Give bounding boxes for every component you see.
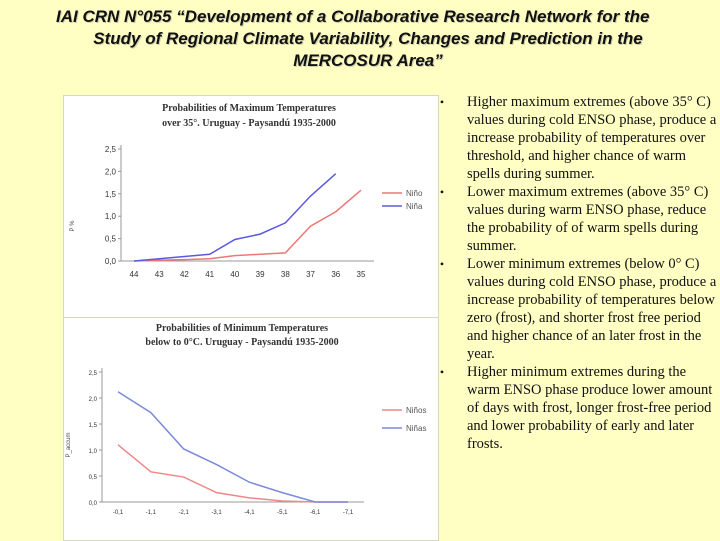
x-tick-label: 42 bbox=[180, 270, 189, 279]
y-tick-label: 0,5 bbox=[105, 235, 117, 244]
y-tick-label: 2,5 bbox=[89, 371, 98, 377]
x-tick-label: -2,1 bbox=[179, 510, 190, 516]
x-tick-label: -0,1 bbox=[113, 510, 124, 516]
series-line-1 bbox=[117, 391, 348, 503]
finding-item: • Higher minimum extremes during the warm… bbox=[435, 363, 720, 453]
x-tick-label: -4,1 bbox=[244, 510, 255, 516]
y-tick-label: 0,0 bbox=[89, 501, 98, 507]
title-line-3: MERCOSUR Area” bbox=[293, 51, 443, 70]
min-temperature-chart: Probabilities of Minimum Temperatures bel… bbox=[63, 317, 439, 541]
y-tick-label: 1,0 bbox=[105, 212, 117, 221]
max-temperature-chart-svg: Probabilities of Maximum Temperatures ove… bbox=[70, 103, 423, 279]
x-tick-label: 43 bbox=[155, 270, 164, 279]
y-tick-label: 2,0 bbox=[89, 397, 98, 403]
y-axis-label: P_accum bbox=[66, 432, 72, 457]
title-line-1: IAI CRN N°055 “Development of a Collabor… bbox=[56, 7, 650, 26]
legend-label: Niños bbox=[406, 406, 426, 415]
y-tick-label: 0,0 bbox=[105, 257, 117, 266]
x-tick-label: 36 bbox=[331, 270, 340, 279]
x-tick-label: 40 bbox=[230, 270, 239, 279]
x-tick-label: 39 bbox=[256, 270, 265, 279]
min-temperature-chart-svg: Probabilities of Minimum Temperatures bel… bbox=[66, 323, 426, 516]
chart-subtitle: below to 0°C. Uruguay - Paysandú 1935-20… bbox=[145, 337, 338, 348]
y-tick-label: 1,0 bbox=[89, 449, 98, 455]
x-tick-label: -5,1 bbox=[277, 510, 288, 516]
chart-subtitle: over 35°. Uruguay - Paysandú 1935-2000 bbox=[162, 118, 336, 129]
x-tick-label: -6,1 bbox=[310, 510, 321, 516]
y-tick-label: 2,0 bbox=[105, 167, 117, 176]
bullet-marker: • bbox=[439, 185, 445, 199]
x-tick-label: 38 bbox=[281, 270, 290, 279]
finding-item: • Higher maximum extremes (above 35° C) v… bbox=[435, 93, 720, 183]
finding-text: Lower minimum extremes (below 0° C) valu… bbox=[467, 256, 717, 362]
finding-text: Higher minimum extremes during the warm … bbox=[467, 364, 713, 452]
legend-label: Niño bbox=[406, 189, 423, 198]
series-line-0 bbox=[117, 444, 348, 503]
chart-title: Probabilities of Maximum Temperatures bbox=[162, 103, 336, 114]
bullet-marker: • bbox=[439, 257, 445, 271]
series-line-0 bbox=[133, 189, 362, 262]
x-tick-label: 35 bbox=[357, 270, 366, 279]
y-tick-label: 1,5 bbox=[105, 190, 117, 199]
x-tick-label: 37 bbox=[306, 270, 315, 279]
x-tick-label: -3,1 bbox=[211, 510, 222, 516]
x-tick-label: 41 bbox=[205, 270, 214, 279]
x-tick-label: -1,1 bbox=[146, 510, 157, 516]
finding-item: • Lower maximum extremes (above 35° C) va… bbox=[435, 183, 720, 255]
finding-item: • Lower minimum extremes (below 0° C) val… bbox=[435, 255, 720, 363]
y-tick-label: 0,5 bbox=[89, 475, 98, 481]
y-axis-label: P % bbox=[70, 220, 76, 232]
findings-list: • Higher maximum extremes (above 35° C) v… bbox=[435, 93, 720, 453]
x-tick-label: -7,1 bbox=[343, 510, 354, 516]
y-tick-label: 2,5 bbox=[105, 145, 117, 154]
legend-label: Niñas bbox=[406, 424, 426, 433]
series-line-1 bbox=[133, 173, 337, 262]
bullet-marker: • bbox=[439, 365, 445, 379]
slide-title: IAI CRN N°055 “Development of a Collabor… bbox=[18, 6, 718, 72]
chart-title: Probabilities of Minimum Temperatures bbox=[156, 323, 328, 334]
y-tick-label: 1,5 bbox=[89, 423, 98, 429]
title-line-2: Study of Regional Climate Variability, C… bbox=[93, 29, 643, 48]
bullet-marker: • bbox=[439, 95, 445, 109]
legend-label: Niña bbox=[406, 202, 423, 211]
finding-text: Higher maximum extremes (above 35° C) va… bbox=[467, 94, 717, 182]
x-tick-label: 44 bbox=[130, 270, 139, 279]
max-temperature-chart: Probabilities of Maximum Temperatures ove… bbox=[63, 95, 439, 319]
finding-text: Lower maximum extremes (above 35° C) val… bbox=[467, 184, 709, 254]
